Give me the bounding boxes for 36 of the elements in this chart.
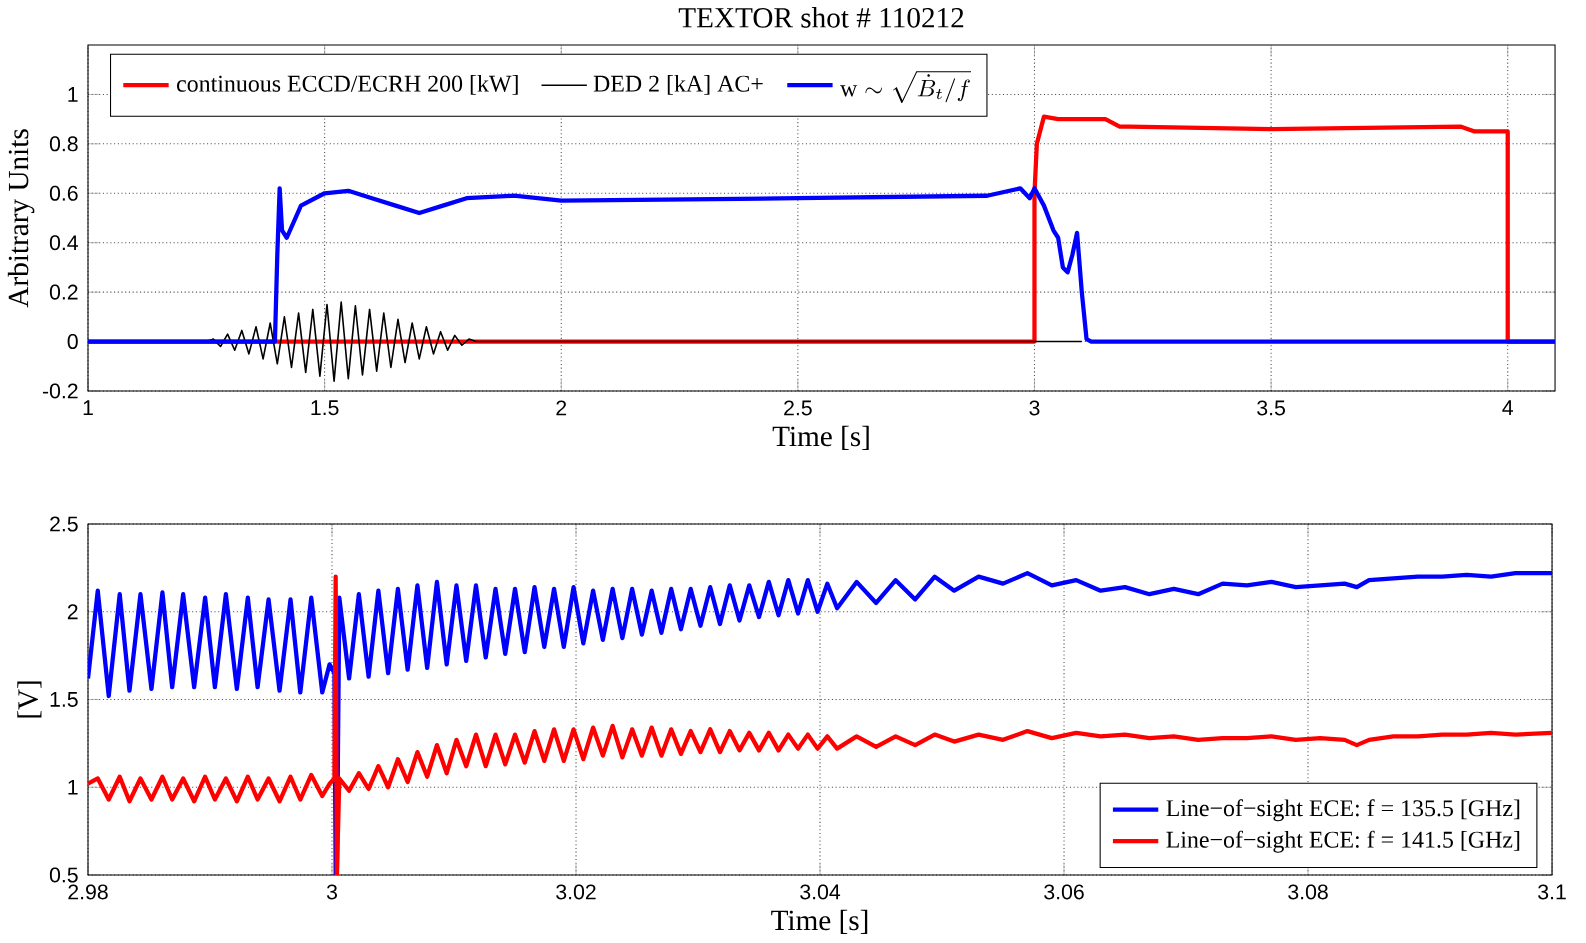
y-tick-label: 1 — [68, 779, 78, 795]
x-axis-title: Time [s] — [771, 909, 868, 934]
x-tick-label: 3.02 — [556, 884, 596, 900]
y-axis-title: Arbitrary Units — [7, 129, 35, 308]
y-tick-label: -0.2 — [42, 383, 78, 399]
y-tick-label: 1.5 — [50, 692, 78, 707]
x-tick-label: 4 — [1502, 400, 1514, 415]
x-tick-label: 3.5 — [1257, 400, 1285, 416]
x-tick-label: 3 — [1029, 400, 1040, 416]
y-tick-label: 0 — [67, 334, 78, 350]
x-tick-label: 1.5 — [311, 400, 339, 416]
x-tick-label: 3.08 — [1288, 884, 1328, 900]
y-tick-label: 0.5 — [49, 867, 78, 883]
x-tick-label: 3.06 — [1044, 884, 1084, 900]
legend-label: DED 2 [kA] AC+ — [593, 74, 763, 95]
legend-label: continuous ECCD/ECRH 200 [kW] — [177, 74, 518, 95]
legend-label: Line−of−sight ECE: f = 135.5 [GHz] — [1166, 799, 1520, 822]
y-tick-label: 0.8 — [49, 136, 78, 152]
chart-title: TEXTOR shot # 110212 — [678, 7, 964, 28]
y-tick-label: 0.6 — [49, 185, 78, 201]
x-tick-label: 2.5 — [784, 400, 812, 416]
x-tick-label: 1 — [83, 400, 93, 415]
x-tick-label: 3.04 — [800, 884, 841, 900]
x-tick-label: 2 — [556, 400, 567, 416]
x-tick-label: 2.98 — [68, 884, 108, 900]
y-tick-label: 1 — [68, 87, 78, 102]
y-tick-label: 2 — [67, 604, 78, 620]
x-tick-label: 3.1 — [1538, 884, 1566, 900]
y-tick-label: 0.2 — [49, 284, 78, 300]
x-tick-label: 3 — [326, 884, 337, 900]
x-axis-title: Time [s] — [772, 425, 869, 450]
legend-label: $\mathrm{w} \sim \sqrt{\dot{B}_t/f}$ — [840, 71, 971, 104]
legend-label: Line−of−sight ECE: f = 141.5 [GHz] — [1166, 830, 1520, 853]
y-tick-label: 0.4 — [49, 235, 78, 251]
y-tick-label: 2.5 — [50, 516, 78, 532]
y-axis-title: [V] — [17, 681, 42, 718]
